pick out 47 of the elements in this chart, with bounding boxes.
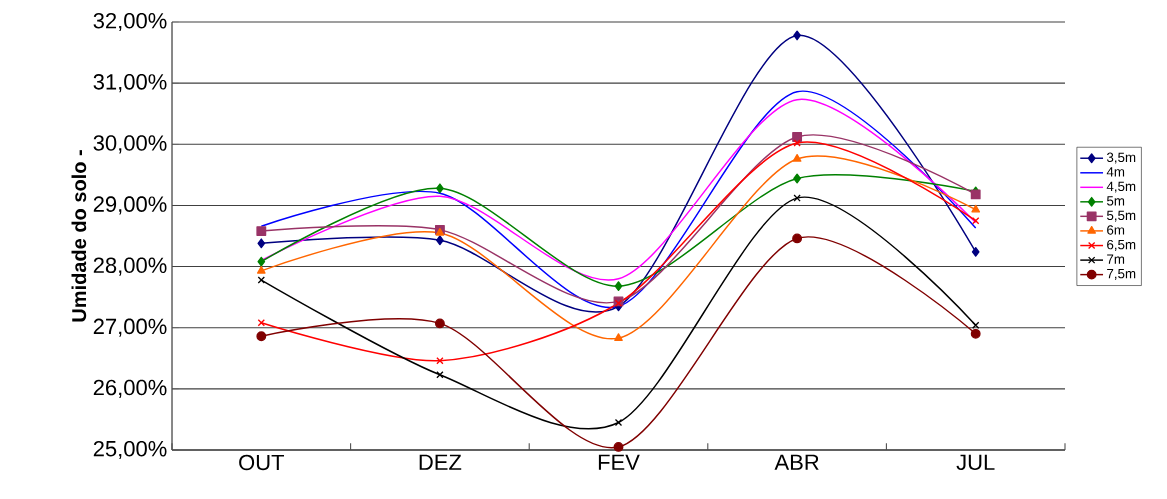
point xyxy=(257,319,265,327)
point xyxy=(257,276,265,284)
x-tick-label: DEZ xyxy=(419,454,462,470)
y-axis-title: Umidade do solo - xyxy=(71,150,87,322)
point xyxy=(434,318,445,329)
point xyxy=(436,183,444,194)
point xyxy=(971,204,981,213)
x-tick-label: ABR xyxy=(774,454,819,470)
x-tick-label: FEV xyxy=(598,454,640,470)
point xyxy=(792,233,803,244)
y-tick-label: 26,00% xyxy=(93,379,167,398)
point xyxy=(613,441,624,452)
point xyxy=(436,357,444,365)
legend-label: 4m xyxy=(1106,167,1125,177)
legend-label: 7,5m xyxy=(1107,269,1136,280)
legend-label: 7m xyxy=(1107,254,1125,264)
point xyxy=(793,30,801,41)
legend-label: 5m xyxy=(1106,196,1125,206)
x-tick-label: JUL xyxy=(956,454,995,471)
y-tick-label: 28,00% xyxy=(93,257,167,276)
point xyxy=(970,328,981,339)
point xyxy=(256,265,266,274)
point xyxy=(256,331,267,342)
point xyxy=(436,235,444,246)
legend-label: 3,5m xyxy=(1106,152,1136,164)
legend-label: 5,5m xyxy=(1106,210,1136,222)
y-tick-label: 27,00% xyxy=(93,318,167,337)
point xyxy=(256,226,267,237)
legend-label: 6m xyxy=(1107,225,1125,235)
x-tick-label: OUT xyxy=(239,454,285,471)
point xyxy=(793,173,801,184)
y-tick-label: 30,00% xyxy=(93,135,167,154)
y-tick-label: 32,00% xyxy=(93,12,167,32)
point xyxy=(792,132,803,142)
legend-label: 4,5m xyxy=(1106,181,1136,193)
point xyxy=(614,333,623,341)
y-tick-label: 31,00% xyxy=(93,74,167,93)
point xyxy=(257,238,266,249)
point xyxy=(971,246,980,257)
y-tick-label: 25,00% xyxy=(93,440,167,460)
point xyxy=(435,228,445,236)
point xyxy=(614,281,623,292)
y-tick-label: 29,00% xyxy=(93,196,167,215)
point xyxy=(436,371,444,379)
point xyxy=(792,154,802,162)
legend-label: 6,5m xyxy=(1107,239,1136,251)
point xyxy=(257,256,266,267)
